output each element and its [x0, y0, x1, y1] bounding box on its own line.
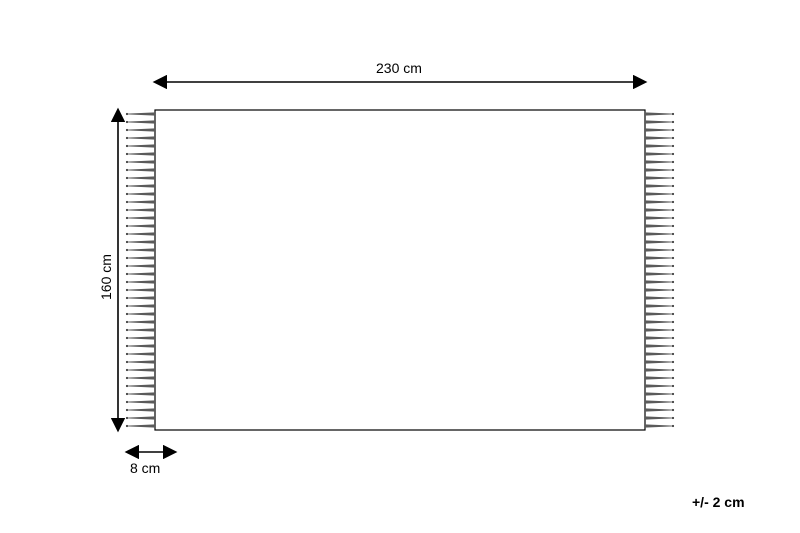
height-dimension-label: 160 cm [98, 254, 114, 300]
diagram-svg [0, 0, 800, 533]
width-dimension-label: 230 cm [376, 60, 422, 76]
fringe-right [645, 112, 674, 427]
rug-outline [155, 110, 645, 430]
fringe-left [126, 112, 155, 427]
tolerance-label: +/- 2 cm [692, 494, 745, 510]
fringe-dimension-label: 8 cm [130, 460, 160, 476]
diagram-stage: 230 cm 160 cm 8 cm +/- 2 cm [0, 0, 800, 533]
